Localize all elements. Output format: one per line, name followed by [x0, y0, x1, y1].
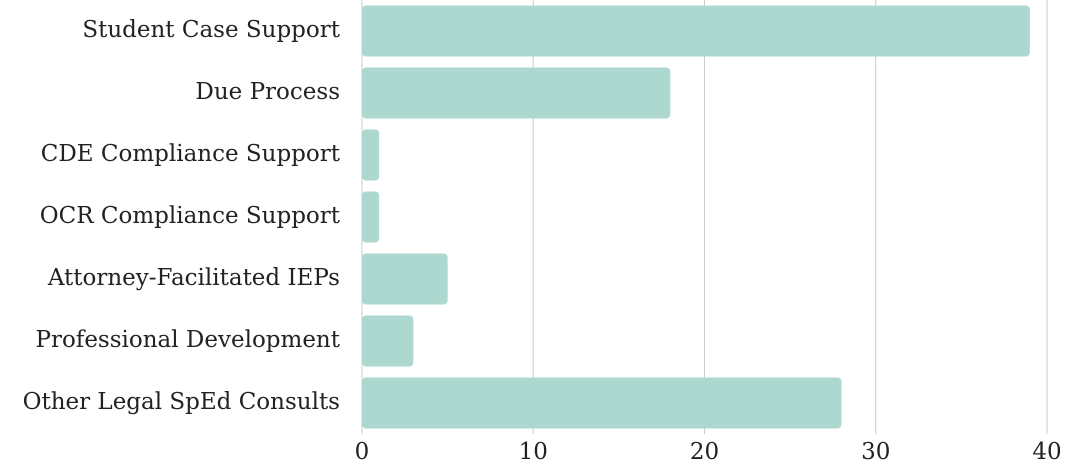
x-tick-label: 10 [519, 439, 548, 465]
bar [362, 377, 842, 429]
bar [362, 253, 448, 305]
x-tick-label: 40 [1032, 439, 1061, 465]
y-tick-label: Attorney-Facilitated IEPs [47, 265, 340, 291]
y-tick-label: Due Process [195, 79, 340, 105]
x-tick-label: 20 [690, 439, 719, 465]
y-tick-label: CDE Compliance Support [41, 141, 341, 167]
y-tick-label: Student Case Support [82, 17, 340, 43]
x-tick-label: 30 [861, 439, 890, 465]
bar [362, 315, 414, 367]
y-tick-label: Professional Development [35, 327, 340, 353]
y-tick-label: OCR Compliance Support [40, 203, 341, 229]
bar [362, 67, 671, 119]
bar [362, 129, 380, 181]
x-tick-label: 0 [355, 439, 370, 465]
bar [362, 191, 380, 243]
y-tick-label: Other Legal SpEd Consults [23, 389, 340, 415]
bar [362, 5, 1030, 57]
